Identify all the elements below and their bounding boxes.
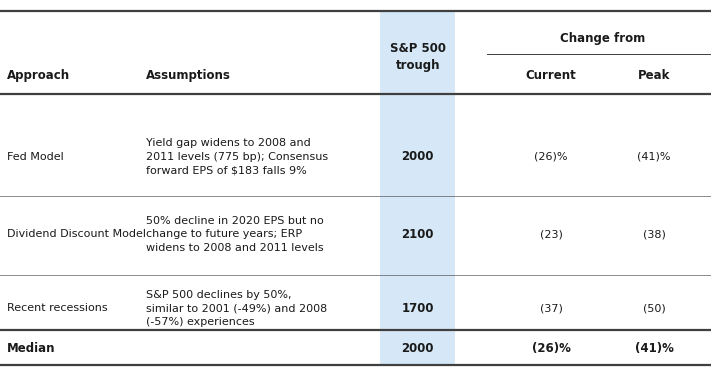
Text: (23): (23) bbox=[540, 229, 562, 239]
Text: Dividend Discount Model: Dividend Discount Model bbox=[7, 229, 146, 239]
Text: Recent recessions: Recent recessions bbox=[7, 303, 108, 313]
Text: Assumptions: Assumptions bbox=[146, 69, 230, 82]
Text: Yield gap widens to 2008 and
2011 levels (775 bp); Consensus
forward EPS of $183: Yield gap widens to 2008 and 2011 levels… bbox=[146, 138, 328, 175]
Text: Median: Median bbox=[7, 342, 55, 355]
Text: (26)%: (26)% bbox=[532, 342, 570, 355]
Text: 1700: 1700 bbox=[402, 301, 434, 315]
Text: (50): (50) bbox=[643, 303, 665, 313]
Text: (37): (37) bbox=[540, 303, 562, 313]
Text: Approach: Approach bbox=[7, 69, 70, 82]
Text: S&P 500
trough: S&P 500 trough bbox=[390, 42, 446, 72]
Text: (41)%: (41)% bbox=[635, 342, 673, 355]
Text: 2000: 2000 bbox=[402, 342, 434, 355]
Text: Fed Model: Fed Model bbox=[7, 152, 64, 162]
Text: 2100: 2100 bbox=[402, 228, 434, 241]
Text: 50% decline in 2020 EPS but no
change to future years; ERP
widens to 2008 and 20: 50% decline in 2020 EPS but no change to… bbox=[146, 216, 324, 253]
Text: Peak: Peak bbox=[638, 69, 670, 82]
Text: 2000: 2000 bbox=[402, 150, 434, 163]
FancyBboxPatch shape bbox=[380, 11, 455, 365]
Text: (26)%: (26)% bbox=[534, 152, 568, 162]
Text: Change from: Change from bbox=[560, 32, 645, 45]
Text: Current: Current bbox=[525, 69, 577, 82]
Text: S&P 500 declines by 50%,
similar to 2001 (-49%) and 2008
(-57%) experiences: S&P 500 declines by 50%, similar to 2001… bbox=[146, 290, 327, 327]
Text: (38): (38) bbox=[643, 229, 665, 239]
Text: (41)%: (41)% bbox=[637, 152, 671, 162]
